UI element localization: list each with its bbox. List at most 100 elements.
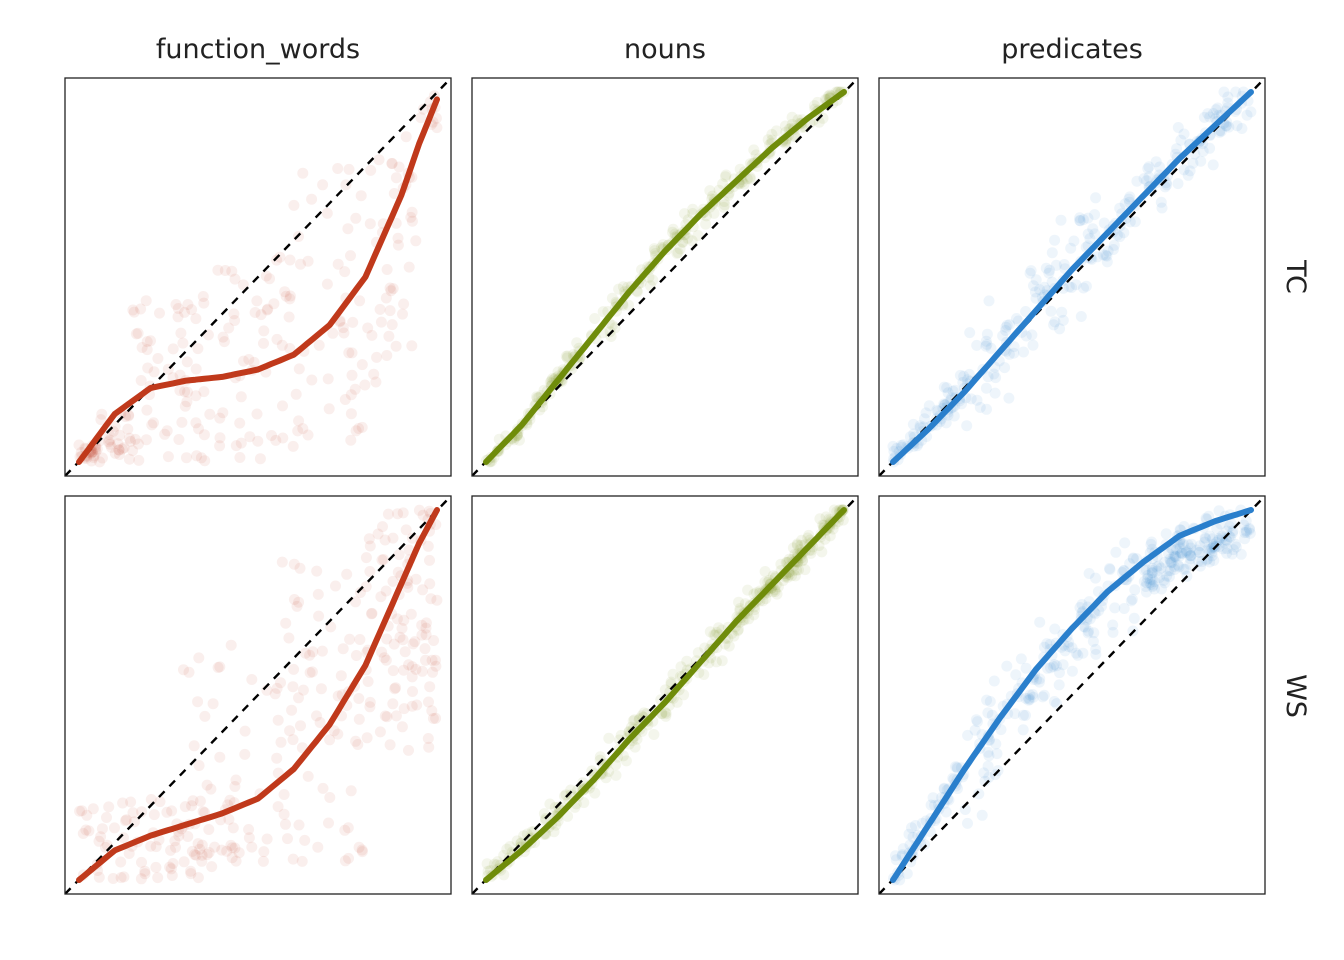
scatter-point	[1079, 621, 1091, 633]
scatter-point	[1034, 673, 1046, 685]
scatter-point	[350, 735, 362, 747]
scatter-point	[150, 841, 162, 853]
scatter-point	[246, 674, 258, 685]
scatter-point	[417, 509, 429, 521]
scatter-point	[1142, 572, 1154, 584]
scatter-point	[346, 369, 358, 381]
scatter-point	[376, 646, 388, 658]
scatter-point	[364, 218, 376, 230]
scatter-point	[687, 203, 699, 215]
scatter-point	[1048, 319, 1060, 331]
scatter-point	[167, 343, 179, 355]
scatter-point	[1128, 612, 1140, 624]
scatter-point	[353, 841, 365, 853]
scatter-point	[352, 739, 364, 750]
scatter-point	[1025, 265, 1037, 277]
scatter-point	[226, 265, 238, 277]
scatter-point	[186, 304, 198, 316]
scatter-point	[1034, 284, 1046, 296]
scatter-point	[239, 725, 251, 737]
scatter-point	[296, 855, 308, 867]
scatter-point	[381, 633, 393, 645]
scatter-point	[332, 258, 344, 270]
scatter-point	[342, 223, 354, 235]
scatter-point	[398, 298, 410, 310]
scatter-point	[136, 342, 148, 353]
scatter-point	[1140, 564, 1152, 576]
scatter-point	[1202, 543, 1214, 555]
panel-nouns-ws	[471, 495, 859, 895]
scatter-point	[1160, 177, 1172, 189]
scatter-point	[207, 698, 219, 710]
scatter-point	[179, 801, 191, 813]
scatter-point	[422, 733, 434, 744]
scatter-point	[544, 798, 556, 810]
scatter-point	[1044, 264, 1056, 276]
scatter-point	[906, 822, 917, 834]
scatter-point	[1065, 242, 1077, 254]
scatter-point	[417, 103, 429, 115]
scatter-point	[719, 199, 731, 211]
scatter-point	[1158, 574, 1170, 586]
scatter-point	[422, 540, 434, 552]
scatter-point	[312, 588, 324, 600]
scatter-point	[317, 782, 329, 794]
scatter-point	[617, 281, 629, 293]
scatter-point	[195, 452, 207, 464]
scatter-point	[1243, 522, 1255, 534]
scatter-point	[321, 207, 333, 219]
scatter-point	[407, 638, 419, 650]
scatter-point	[104, 434, 116, 446]
scatter-point	[218, 336, 230, 348]
scatter-point	[679, 208, 690, 220]
scatter-point	[217, 331, 229, 343]
scatter-point	[1204, 544, 1216, 555]
scatter-point	[120, 815, 131, 827]
scatter-point	[700, 218, 712, 230]
scatter-point	[332, 163, 344, 174]
scatter-point	[667, 226, 678, 238]
scatter-point	[173, 434, 185, 445]
scatter-point	[380, 585, 392, 597]
scatter-point	[380, 292, 392, 304]
scatter-point	[890, 854, 902, 866]
scatter-point	[1030, 274, 1042, 286]
scatter-point	[948, 410, 960, 422]
scatter-point	[288, 663, 300, 675]
scatter-point	[390, 340, 402, 352]
scatter-point	[123, 453, 135, 465]
scatter-point	[384, 739, 396, 751]
scatter-point	[169, 835, 181, 847]
scatter-point	[397, 308, 408, 320]
scatter-point	[354, 295, 366, 307]
scatter-point	[178, 664, 189, 676]
panels	[64, 77, 1266, 895]
scatter-point	[104, 438, 116, 450]
scatter-point	[96, 823, 108, 835]
scatter-point	[887, 440, 899, 452]
scatter-point	[1048, 659, 1060, 670]
scatter-point	[766, 128, 778, 140]
scatter-point	[294, 562, 306, 574]
scatter-point	[903, 828, 915, 840]
scatter-point	[148, 417, 159, 429]
scatter-point	[304, 667, 316, 679]
scatter-point	[271, 682, 283, 694]
panel-function-words-ws	[64, 495, 452, 895]
scatter-point	[1027, 339, 1039, 351]
scatter-point	[343, 163, 355, 175]
scatter-point	[364, 566, 376, 577]
scatter-point	[771, 588, 783, 600]
scatter-point	[1124, 191, 1136, 203]
scatter-point	[1204, 556, 1216, 568]
scatter-point	[979, 775, 991, 787]
scatter-point	[268, 298, 280, 310]
scatter-point	[791, 564, 803, 576]
scatter-point	[1156, 583, 1167, 595]
scatter-point	[199, 455, 211, 467]
scatter-point	[1098, 217, 1110, 229]
scatter-point	[258, 846, 270, 858]
scatter-point	[779, 120, 791, 132]
scatter-point	[368, 368, 380, 380]
scatter-point	[1207, 541, 1219, 553]
